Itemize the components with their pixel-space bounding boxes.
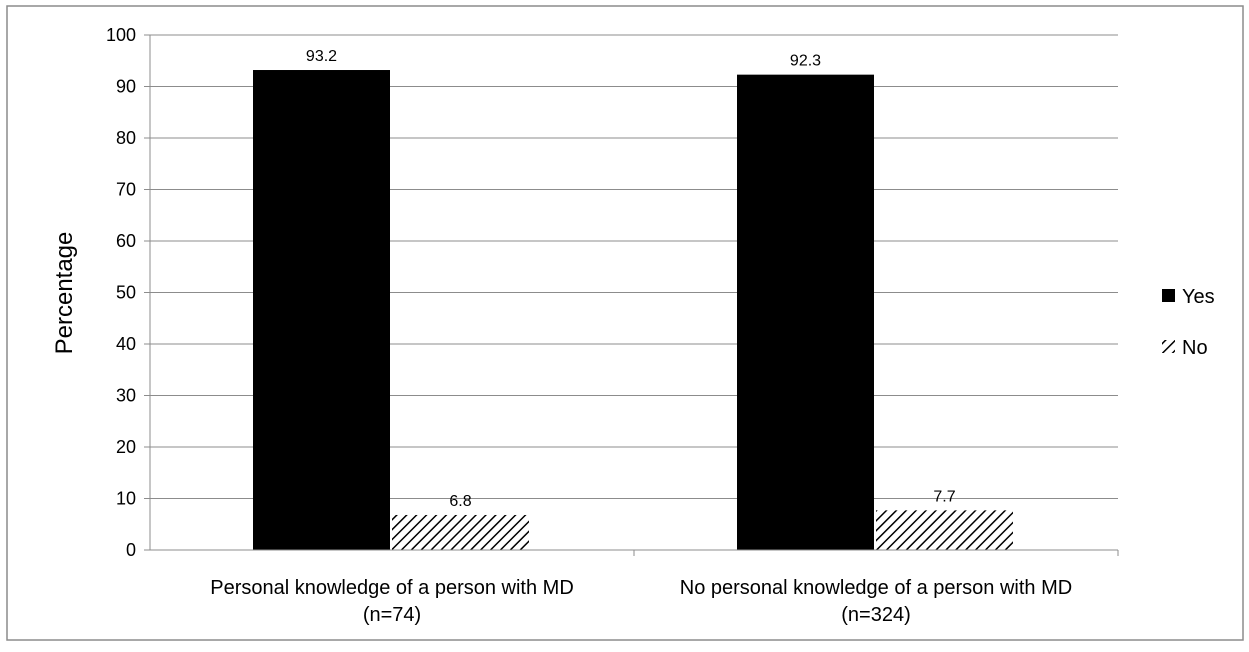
y-tick-label: 20 <box>116 437 136 457</box>
data-label: 92.3 <box>790 53 821 70</box>
data-label: 6.8 <box>449 493 471 510</box>
y-axis-title: Percentage <box>51 232 78 355</box>
labels: 0 10 20 30 40 50 60 70 80 90 100 93.2 6.8 Personal kn… <box>106 25 1072 626</box>
x-category-label: Personal knowledge of a person with MD <box>210 577 574 599</box>
chart-frame <box>6 5 1244 641</box>
y-tick-label: 90 <box>116 77 136 97</box>
y-tick-label: 10 <box>116 489 136 509</box>
y-tick-label: 100 <box>106 25 136 45</box>
legend-label-yes: Yes <box>1182 286 1215 308</box>
y-tick-label: 70 <box>116 180 136 200</box>
legend-swatch-yes <box>1162 289 1175 302</box>
axes <box>144 34 1119 556</box>
legend-label-no: No <box>1182 337 1208 359</box>
bar-no <box>876 510 1013 550</box>
data-label: 93.2 <box>306 48 337 65</box>
y-tick-label: 30 <box>116 386 136 406</box>
bar-no <box>392 514 529 550</box>
bar-yes <box>737 74 874 550</box>
x-category-label: No personal knowledge of a person with M… <box>680 577 1072 599</box>
y-tick-label: 40 <box>116 334 136 354</box>
x-category-label: (n=324) <box>841 604 911 626</box>
y-tick-label: 50 <box>116 283 136 303</box>
bars <box>253 70 1013 551</box>
legend: Yes No <box>1162 286 1215 359</box>
data-label: 7.7 <box>933 488 955 505</box>
x-category-label: (n=74) <box>363 604 421 626</box>
bar-yes <box>253 70 390 551</box>
y-tick-label: 80 <box>116 128 136 148</box>
y-tick-label: 0 <box>126 540 136 560</box>
y-tick-label: 60 <box>116 231 136 251</box>
legend-swatch-no <box>1162 340 1175 353</box>
